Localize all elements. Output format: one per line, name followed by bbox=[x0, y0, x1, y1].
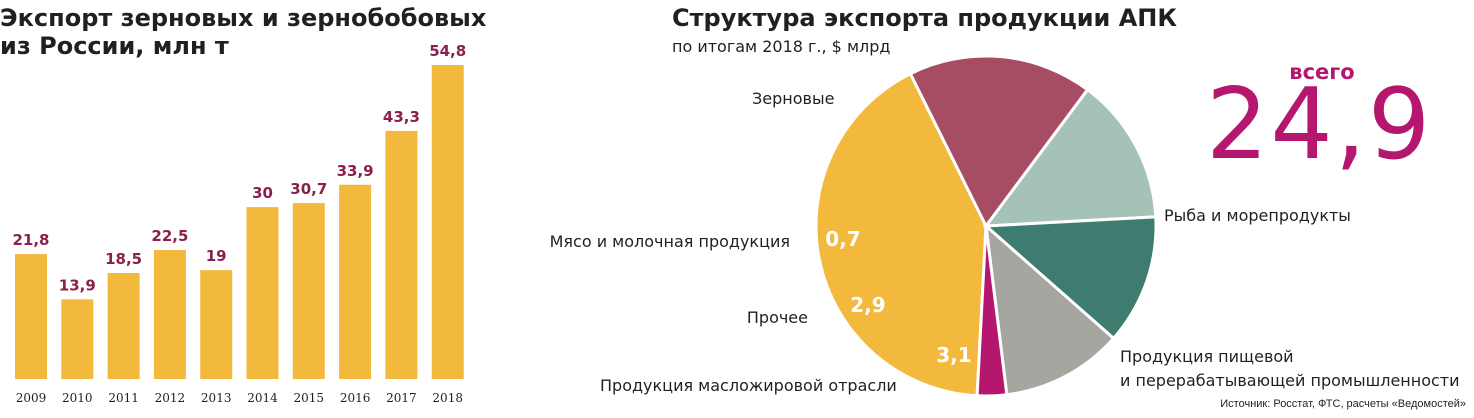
x-tick-label: 2013 bbox=[201, 391, 232, 405]
bar-2016 bbox=[339, 184, 372, 379]
pie-slice bbox=[984, 222, 1116, 397]
source-note: Источник: Росстат, ФТС, расчеты «Ведомос… bbox=[1220, 398, 1466, 410]
pie-slice bbox=[982, 87, 1158, 228]
pie-category-label: и перерабатывающей промышленности bbox=[1120, 371, 1460, 390]
pie-category-label: Продукция масложировой отрасли bbox=[600, 376, 897, 395]
bar-2012 bbox=[153, 250, 186, 379]
bar-2014 bbox=[246, 207, 279, 379]
total-value: 24,9 bbox=[1206, 68, 1433, 182]
bar-2018 bbox=[431, 65, 464, 379]
pie-category-label: Зерновые bbox=[752, 89, 834, 108]
bar-chart-title: Экспорт зерновых и зернобобовых из Росси… bbox=[0, 4, 487, 60]
bar-2015 bbox=[292, 203, 325, 379]
bar-value-label: 22,5 bbox=[151, 227, 188, 245]
bar-value-label: 33,9 bbox=[337, 162, 374, 180]
bar-value-label: 19 bbox=[206, 247, 227, 265]
pie-value-label: 3,1 bbox=[936, 343, 971, 367]
bar-2010 bbox=[61, 299, 94, 379]
pie-category-label: Рыба и морепродукты bbox=[1164, 206, 1351, 225]
x-tick-label: 2017 bbox=[386, 391, 417, 405]
x-tick-label: 2016 bbox=[340, 391, 371, 405]
pie-chart-title: Структура экспорта продукции АПК bbox=[672, 4, 1177, 32]
x-tick-label: 2011 bbox=[108, 391, 139, 405]
pie-slice bbox=[814, 71, 988, 398]
x-tick-label: 2018 bbox=[432, 391, 463, 405]
bar-value-label: 43,3 bbox=[383, 108, 420, 126]
bar-value-label: 30 bbox=[252, 184, 273, 202]
pie-chart-subtitle: по итогам 2018 г., $ млрд bbox=[672, 37, 891, 56]
bar-2017 bbox=[385, 130, 418, 379]
pie-value-label: 2,9 bbox=[850, 293, 885, 317]
pie-category-label: Прочее bbox=[747, 308, 808, 327]
x-tick-label: 2014 bbox=[247, 391, 278, 405]
bar-2009 bbox=[15, 254, 47, 379]
x-tick-label: 2015 bbox=[294, 391, 325, 405]
pie-slice bbox=[975, 225, 1009, 398]
x-tick-label: 2009 bbox=[16, 391, 47, 405]
bar-value-label: 18,5 bbox=[105, 250, 142, 268]
bar-2013 bbox=[200, 270, 233, 379]
total-label: всего bbox=[1289, 60, 1355, 84]
pie-category-label: Продукция пищевой bbox=[1120, 347, 1294, 366]
pie-value-label: 0,7 bbox=[825, 227, 860, 251]
pie-slice bbox=[908, 54, 1090, 229]
pie-category-label: Мясо и молочная продукция bbox=[550, 232, 790, 251]
x-tick-label: 2010 bbox=[62, 391, 93, 405]
bar-value-label: 13,9 bbox=[59, 276, 96, 294]
bar-value-label: 21,8 bbox=[12, 231, 49, 249]
bar-value-label: 30,7 bbox=[290, 180, 327, 198]
x-tick-label: 2012 bbox=[155, 391, 186, 405]
bar-2011 bbox=[107, 272, 140, 379]
bar-value-label: 54,8 bbox=[429, 42, 466, 60]
pie-slice bbox=[982, 215, 1158, 341]
